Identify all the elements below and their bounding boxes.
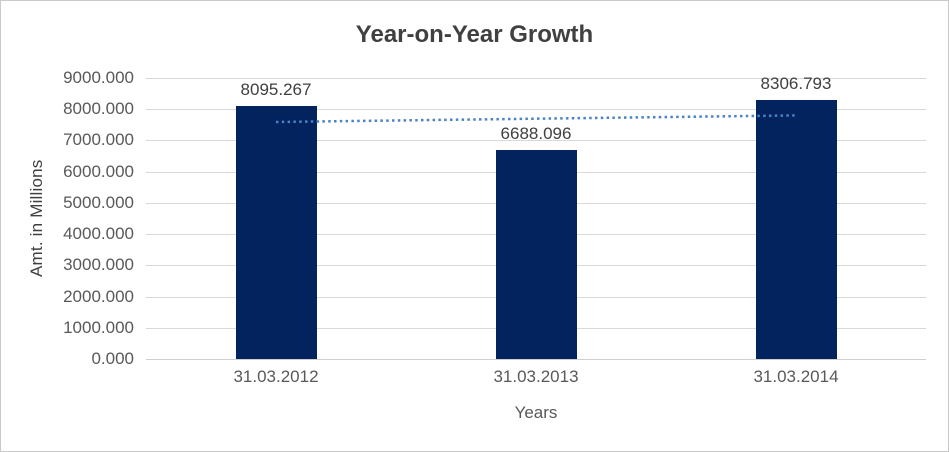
y-tick-label: 0.000 bbox=[91, 349, 134, 368]
trendline bbox=[275, 114, 797, 124]
data-label: 6688.096 bbox=[500, 124, 572, 144]
x-axis-title: Years bbox=[514, 403, 558, 422]
y-tick-label: 4000.000 bbox=[63, 224, 134, 244]
x-axis-line bbox=[146, 359, 926, 360]
trendline-path bbox=[275, 114, 797, 124]
data-label: 8095.267 bbox=[240, 80, 312, 100]
y-tick-label: 2000.000 bbox=[63, 286, 134, 306]
data-label: 8306.793 bbox=[760, 73, 832, 93]
y-tick-label: 5000.000 bbox=[63, 192, 134, 212]
y-tick-label: 3000.000 bbox=[63, 255, 134, 275]
x-tick-label: 31.03.2014 bbox=[753, 367, 839, 386]
x-tick-label: 31.03.2012 bbox=[233, 367, 319, 386]
bar-31.03.2013 bbox=[495, 150, 577, 359]
gridline bbox=[146, 140, 926, 142]
y-tick-label: 7000.000 bbox=[63, 130, 134, 150]
gridline bbox=[146, 78, 926, 79]
y-tick-label: 1000.000 bbox=[63, 317, 134, 337]
y-tick-label: 9000.000 bbox=[63, 68, 134, 87]
y-axis-title: Amt. in Millions bbox=[27, 159, 46, 278]
gridline bbox=[146, 109, 926, 111]
bar-31.03.2012 bbox=[235, 106, 317, 359]
plot-area bbox=[146, 78, 926, 360]
chart-title: Year-on-Year Growth bbox=[355, 21, 594, 48]
y-tick-label: 6000.000 bbox=[63, 161, 134, 181]
bar-31.03.2014 bbox=[755, 99, 837, 359]
y-tick-label: 8000.000 bbox=[63, 99, 134, 119]
x-tick-label: 31.03.2013 bbox=[493, 367, 579, 386]
